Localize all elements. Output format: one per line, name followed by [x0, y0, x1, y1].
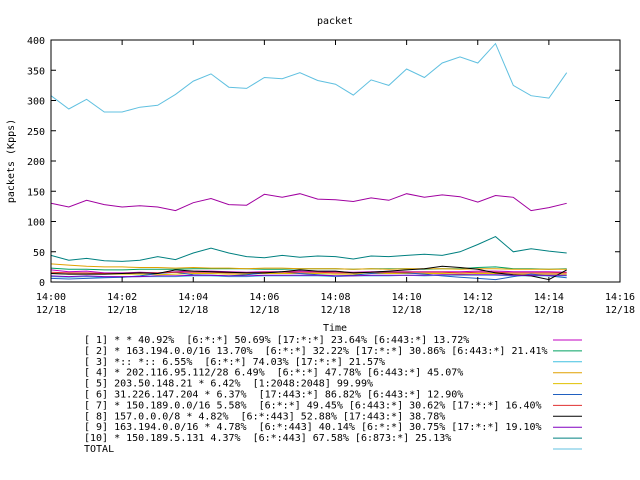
y-tick-label: 250: [27, 127, 45, 138]
y-tick-label: 350: [27, 66, 45, 77]
series-line-9: [50, 274, 567, 278]
series-line-1: [50, 269, 567, 274]
x-tick-date: 12/18: [36, 305, 66, 316]
series-line-5: [50, 273, 567, 276]
x-tick-time: 14:12: [463, 292, 493, 303]
legend-label: [ 2] * 163.194.0.0/16 13.70% [6:*:*] 32.…: [84, 346, 548, 357]
series-line-4: [50, 263, 567, 270]
x-tick-time: 14:04: [178, 292, 208, 303]
x-tick-time: 14:08: [320, 292, 350, 303]
y-tick-label: 150: [27, 187, 45, 198]
series-line-11: [50, 42, 568, 113]
legend-label: [ 6] 31.226.147.204 * 6.37% [17:443:*] 8…: [84, 390, 463, 401]
x-axis-label: Time: [323, 323, 347, 334]
x-tick-time: 14:10: [392, 292, 422, 303]
x-tick-time: 14:06: [249, 292, 279, 303]
legend-label: TOTAL: [84, 444, 114, 455]
y-ticks: 0 50 100 150 200 250 300 350 400: [27, 36, 620, 289]
legend-label: [ 3] *:: *:: 6.55% [6:*:*] 74.03% [17:*:…: [84, 357, 385, 368]
x-tick-time: 14:00: [36, 292, 66, 303]
series-line-12: [50, 193, 567, 212]
legend-label: [ 1] * * 40.92% [6:*:*] 50.69% [17:*:*] …: [84, 335, 469, 346]
legend-label: [ 5] 203.50.148.21 * 6.42% [1:2048:2048]…: [84, 379, 373, 390]
x-tick-date: 12/18: [605, 305, 635, 316]
legend-label: [ 4] * 202.116.95.112/28 6.49% [6:*:*] 4…: [84, 368, 463, 379]
y-tick-label: 0: [39, 278, 45, 289]
y-tick-label: 200: [27, 157, 45, 168]
x-ticks: 14:00 12/18 14:02 12/18 14:04 12/18 14:06 12/18…: [36, 40, 635, 316]
x-tick-date: 12/18: [178, 305, 208, 316]
series-line-10: [50, 236, 567, 262]
legend-label: [10] * 150.189.5.131 4.37% [6:*:443] 67.…: [84, 433, 451, 444]
x-tick-date: 12/18: [534, 305, 564, 316]
plot-lines: [50, 42, 568, 281]
x-tick-date: 12/18: [463, 305, 493, 316]
legend-label: [ 8] 157.0.0.0/8 * 4.82% [6:*:443] 52.88…: [84, 411, 445, 422]
x-tick-date: 12/18: [249, 305, 279, 316]
y-axis-label: packets (Kpps): [6, 119, 17, 203]
chart-title: packet: [317, 16, 353, 27]
series-line-8: [50, 265, 567, 281]
x-tick-time: 14:14: [534, 292, 564, 303]
plot-frame: [50, 39, 621, 283]
legend: [ 1] * * 40.92% [6:*:*] 50.69% [17:*:*] …: [84, 335, 582, 455]
legend-label: [ 9] 163.194.0.0/16 * 4.78% [6:*:443] 40…: [84, 422, 542, 433]
x-tick-time: 14:02: [107, 292, 137, 303]
x-tick-date: 12/18: [320, 305, 350, 316]
y-tick-label: 400: [27, 36, 45, 47]
x-tick-time: 14:16: [605, 292, 635, 303]
y-tick-label: 300: [27, 97, 45, 108]
y-tick-label: 50: [33, 248, 45, 259]
legend-label: [ 7] * 150.189.0.0/16 5.58% [6:*:*] 49.4…: [84, 400, 542, 411]
x-tick-date: 12/18: [392, 305, 422, 316]
x-tick-date: 12/18: [107, 305, 137, 316]
y-tick-label: 100: [27, 218, 45, 229]
